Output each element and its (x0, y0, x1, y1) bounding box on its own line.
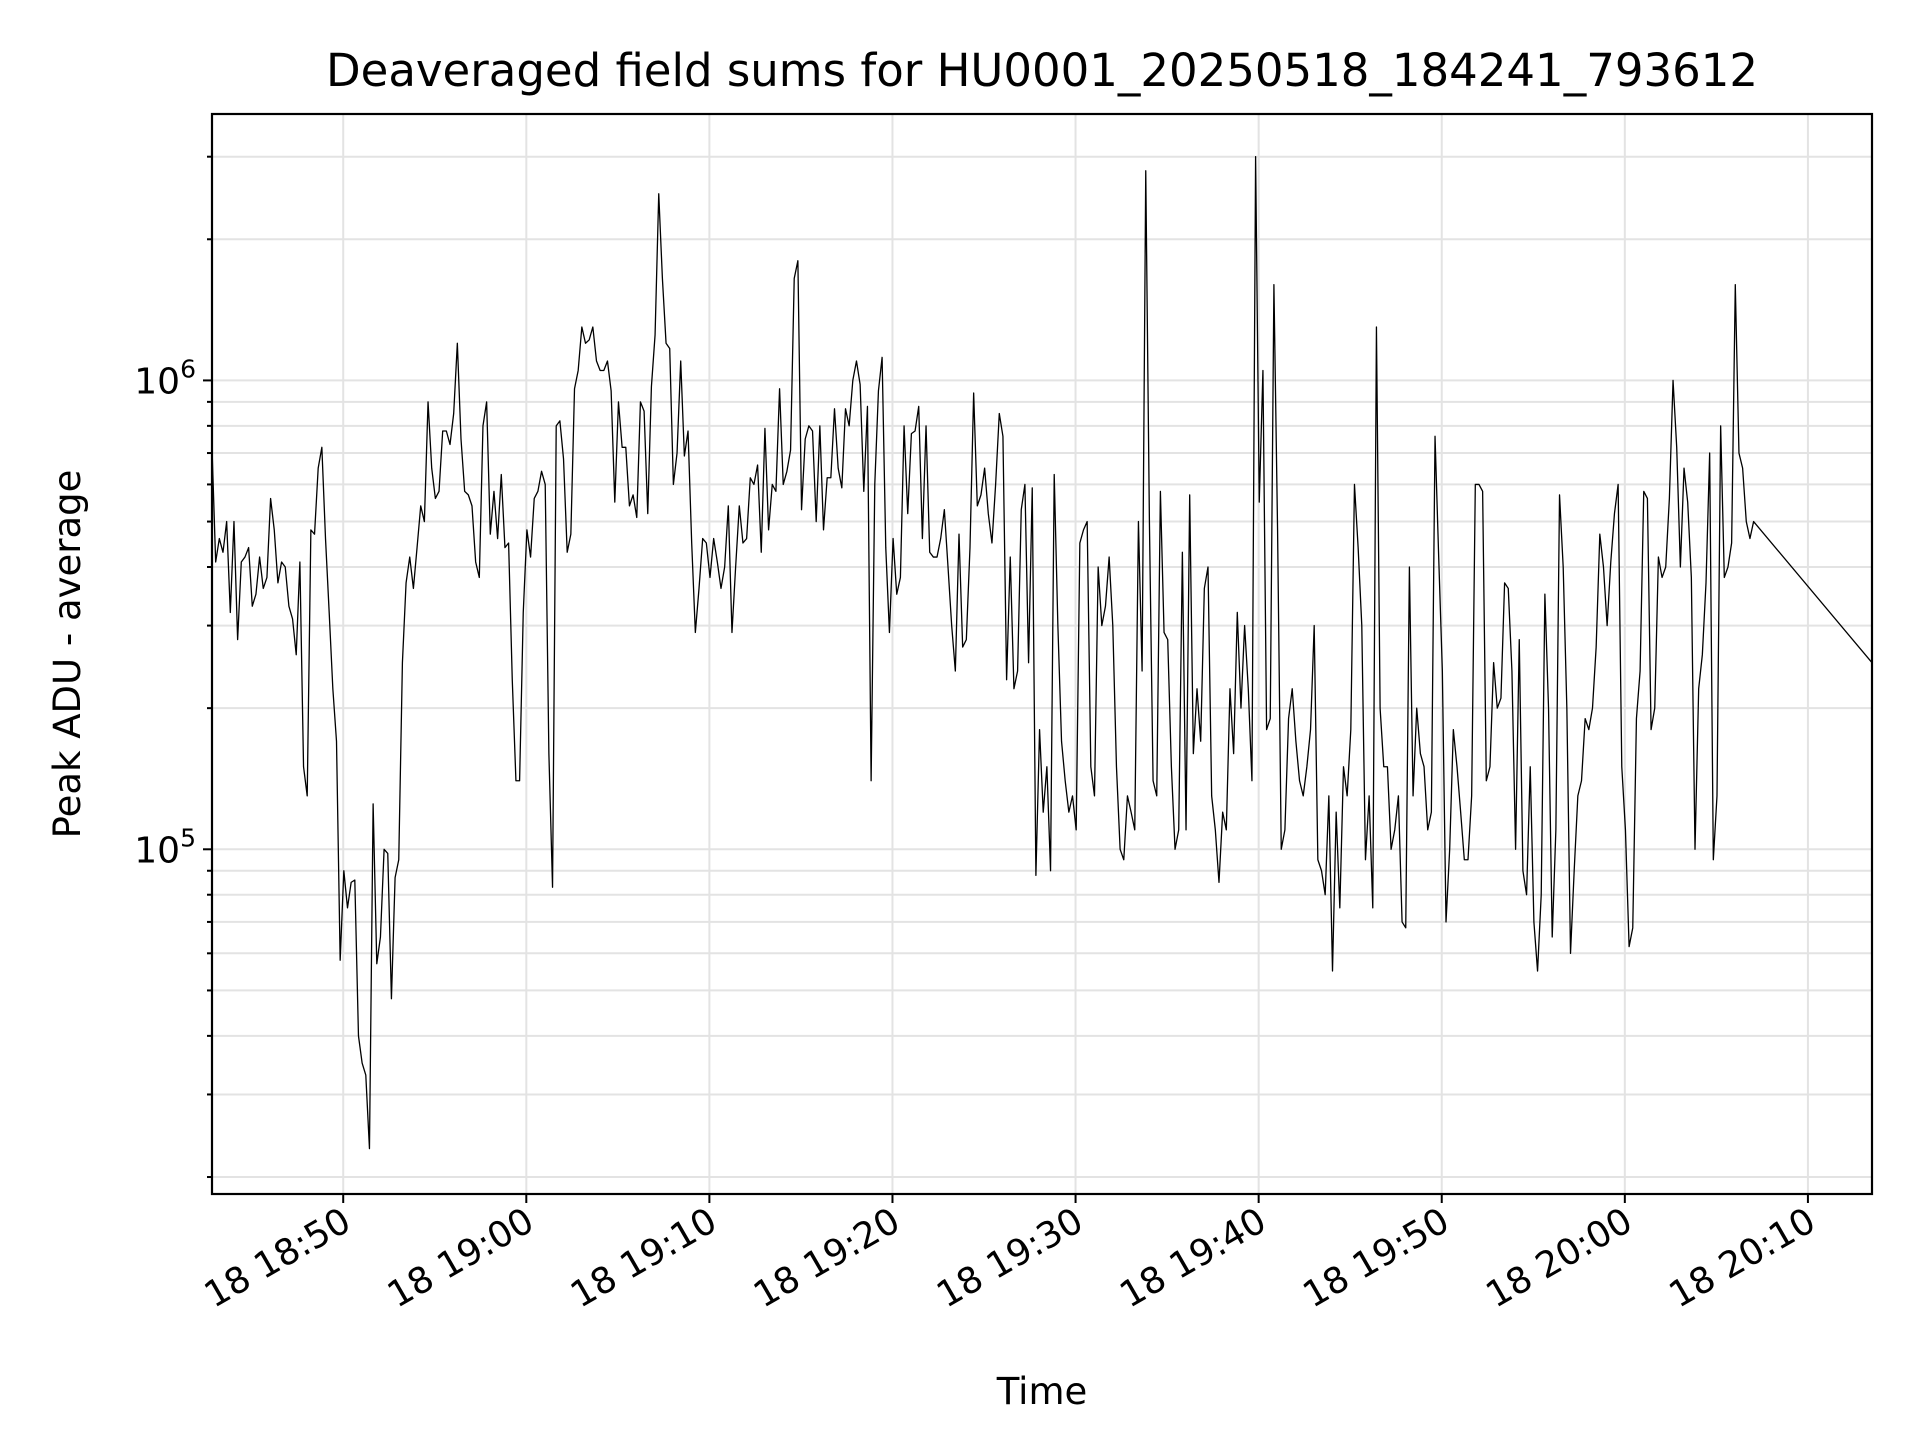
chart-title: Deaveraged field sums for HU0001_2025051… (326, 44, 1758, 97)
y-tick-label-base: 10 (134, 830, 180, 871)
x-axis-label: Time (996, 1370, 1088, 1413)
y-tick-label: 106 (134, 354, 196, 402)
series-line (211, 156, 1873, 1150)
plot-frame (210, 112, 1874, 1196)
y-tick-label-exponent: 6 (180, 354, 196, 383)
y-tick-label-base: 10 (134, 361, 180, 402)
y-tick-label-exponent: 5 (180, 823, 196, 852)
grid (212, 114, 1872, 1194)
y-axis-label: Peak ADU - average (46, 470, 89, 839)
series-layer (211, 156, 1873, 1150)
y-tick-label: 105 (134, 823, 196, 871)
